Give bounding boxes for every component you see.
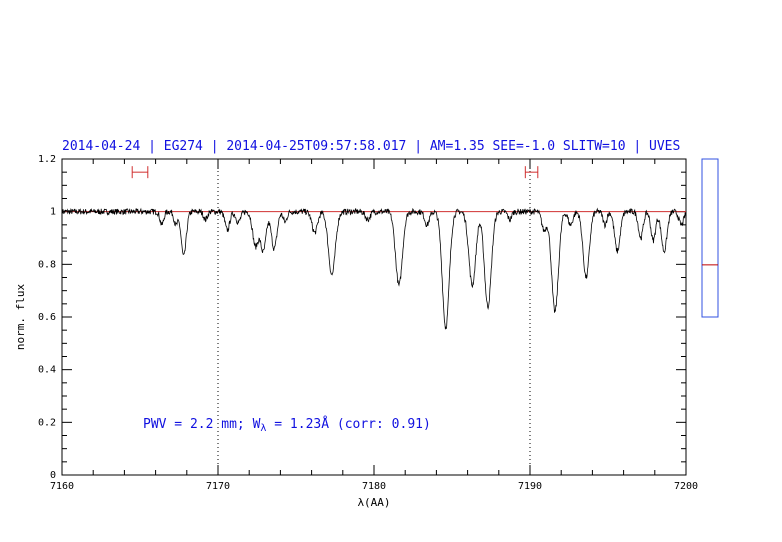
continuum-windows	[131, 166, 539, 179]
pwv-annotation-suffix: = 1.23Å (corr: 0.91)	[266, 416, 430, 432]
pwv-annotation: PWV = 2.2 mm; Wλ = 1.23Å (corr: 0.91)	[143, 416, 431, 434]
y-tick-label: 1	[50, 207, 56, 218]
x-tick-label: 7160	[50, 481, 74, 492]
y-tick-label: 0.4	[38, 365, 56, 376]
side-indicator-frame	[701, 158, 719, 318]
y-tick-label: 0.6	[38, 312, 56, 323]
spectrum-line	[61, 207, 687, 330]
y-tick-label: 1.2	[38, 154, 56, 165]
y-tick-label: 0	[50, 470, 56, 481]
x-tick-label: 7170	[206, 481, 230, 492]
side-indicator	[701, 158, 719, 318]
x-tick-label: 7180	[362, 481, 386, 492]
x-axis-ticks: 7160 7170 7180 7190 7200	[50, 159, 698, 492]
x-tick-label: 7190	[518, 481, 542, 492]
pwv-annotation-subscript: λ	[260, 423, 266, 434]
y-axis-ticks: 0 0.2 0.4 0.6 0.8 1 1.2	[38, 154, 686, 481]
y-axis-label: norm. flux	[14, 284, 27, 351]
y-tick-label: 0.8	[38, 259, 56, 270]
continuum-window-bracket	[131, 166, 149, 179]
x-tick-label: 7200	[674, 481, 698, 492]
x-axis-label: λ(AA)	[357, 496, 390, 509]
continuum-window-bracket	[524, 166, 539, 179]
chart-title: 2014-04-24 | EG274 | 2014-04-25T09:57:58…	[62, 139, 680, 154]
pwv-annotation-prefix: PWV = 2.2 mm; W	[143, 417, 261, 432]
y-tick-label: 0.2	[38, 417, 56, 428]
